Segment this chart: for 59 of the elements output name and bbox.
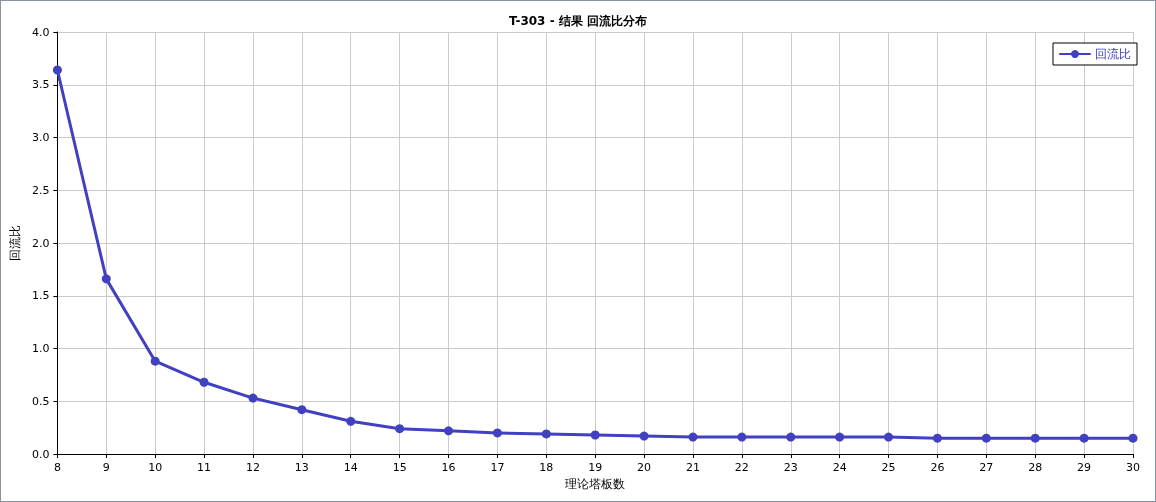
x-tick-label: 20 xyxy=(637,461,652,474)
y-tick-label: 3.0 xyxy=(31,131,50,144)
point xyxy=(199,377,209,387)
point xyxy=(1128,433,1138,443)
point xyxy=(639,431,649,441)
point xyxy=(981,433,991,443)
x-tick-label: 27 xyxy=(979,461,994,474)
x-axis-title: 理论塔板数 xyxy=(565,476,626,491)
y-tick-label: 1.0 xyxy=(31,342,50,355)
point xyxy=(932,433,942,443)
point xyxy=(786,432,796,442)
point xyxy=(444,426,454,436)
y-tick-label: 0.5 xyxy=(31,394,50,408)
y-tick-label: 4.0 xyxy=(31,25,50,39)
x-tick-label: 17 xyxy=(490,461,505,474)
x-tick-label: 18 xyxy=(539,461,554,474)
x-tick-label: 9 xyxy=(102,461,110,474)
point xyxy=(248,393,258,403)
point xyxy=(101,274,111,284)
point xyxy=(492,428,502,438)
point xyxy=(395,424,405,434)
x-tick-label: 11 xyxy=(197,461,212,474)
x-tick-label: 19 xyxy=(588,461,603,474)
x-tick-label: 22 xyxy=(734,461,749,474)
x-tick-label: 13 xyxy=(294,461,309,474)
x-tick-label: 8 xyxy=(53,461,61,474)
legend-label: 回流比 xyxy=(1095,47,1131,61)
y-tick-label: 2.5 xyxy=(31,183,50,197)
x-tick-label: 21 xyxy=(685,461,700,474)
point xyxy=(835,432,845,442)
point xyxy=(737,432,747,442)
x-tick-label: 10 xyxy=(148,461,163,474)
point xyxy=(1030,433,1040,443)
point xyxy=(346,416,356,426)
x-tick-label: 30 xyxy=(1126,461,1140,474)
chart-title: T-303 - 结果 回流比分布 xyxy=(509,14,647,28)
x-tick-label: 28 xyxy=(1028,461,1043,474)
y-axis-title: 回流比 xyxy=(8,225,22,261)
point xyxy=(297,405,307,415)
y-tick-label: 1.5 xyxy=(31,289,50,303)
point xyxy=(52,65,62,75)
point xyxy=(884,432,894,442)
x-tick-label: 29 xyxy=(1077,461,1092,474)
point xyxy=(150,356,160,366)
point xyxy=(688,432,698,442)
x-tick-label: 12 xyxy=(245,461,260,474)
y-tick-label: 3.5 xyxy=(31,78,50,92)
point xyxy=(541,429,551,439)
x-tick-label: 26 xyxy=(930,461,945,474)
x-tick-label: 24 xyxy=(832,461,847,474)
x-tick-label: 23 xyxy=(783,461,798,474)
x-tick-label: 25 xyxy=(881,461,896,474)
y-tick-label: 0.0 xyxy=(31,447,50,461)
x-tick-label: 14 xyxy=(343,461,358,474)
x-tick-label: 15 xyxy=(392,461,407,474)
y-tick-label: 2.0 xyxy=(31,236,50,250)
point xyxy=(1079,433,1089,443)
point xyxy=(590,430,600,440)
x-tick-label: 16 xyxy=(441,461,456,474)
